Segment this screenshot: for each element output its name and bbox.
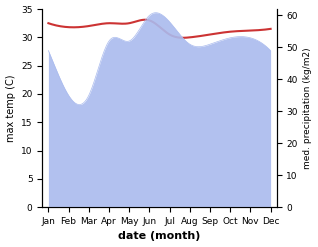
X-axis label: date (month): date (month) xyxy=(118,231,201,242)
Y-axis label: med. precipitation (kg/m2): med. precipitation (kg/m2) xyxy=(303,47,313,169)
Y-axis label: max temp (C): max temp (C) xyxy=(5,74,16,142)
